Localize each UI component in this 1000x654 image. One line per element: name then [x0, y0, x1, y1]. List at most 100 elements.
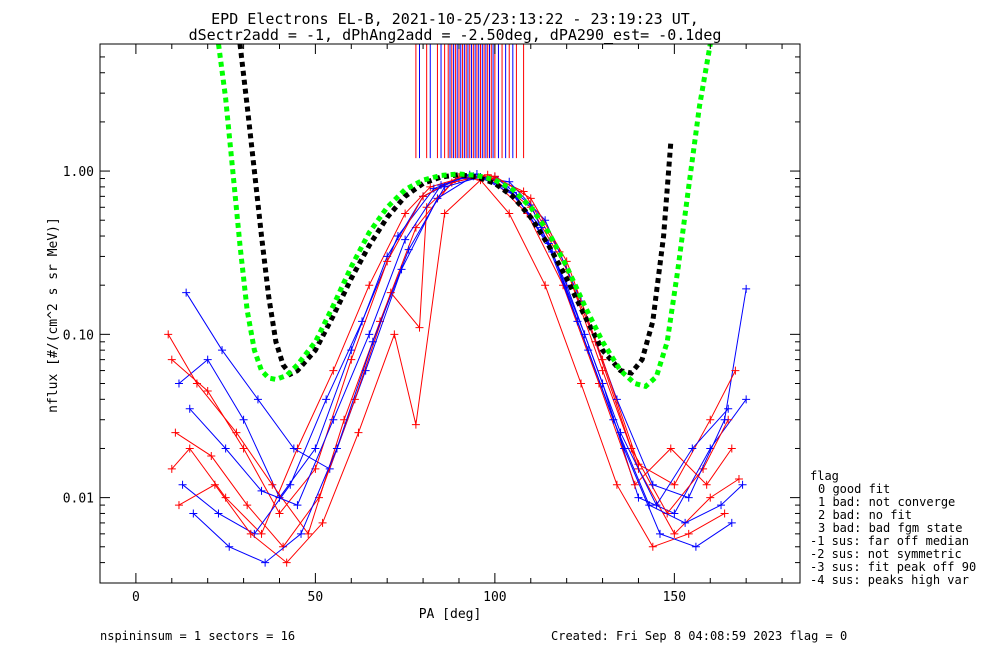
- data-point-0-6: [365, 281, 374, 290]
- data-point-3-14: [684, 493, 693, 502]
- legend-item-5: -2 sus: not symmetric: [810, 547, 962, 561]
- data-point-2-4: [304, 529, 313, 538]
- data-trace-7: [189, 173, 729, 507]
- data-point-8-14: [648, 542, 657, 551]
- chart-title-line1: EPD Electrons EL-B, 2021-10-25/23:13:22 …: [211, 10, 699, 28]
- data-point-3-9: [505, 177, 514, 186]
- data-point-7-5: [365, 330, 374, 339]
- data-point-3-16: [742, 284, 751, 293]
- data-point-8-13: [612, 480, 621, 489]
- data-point-3-15: [720, 415, 729, 424]
- data-point-6-3: [275, 509, 284, 518]
- data-point-4-15: [666, 444, 675, 453]
- data-point-9-3: [297, 529, 306, 538]
- data-point-0-16: [706, 493, 715, 502]
- data-point-7-4: [329, 415, 338, 424]
- data-point-6-5: [347, 355, 356, 364]
- data-point-8-5: [354, 428, 363, 437]
- data-trace-9: [192, 176, 733, 564]
- data-point-4-7: [415, 323, 424, 332]
- data-point-4-14: [630, 480, 639, 489]
- data-point-9-12: [620, 444, 629, 453]
- data-point-6-0: [167, 355, 176, 364]
- data-point-8-16: [720, 509, 729, 518]
- data-point-9-2: [261, 558, 270, 567]
- data-point-2-14: [663, 509, 672, 518]
- data-point-8-7: [411, 420, 420, 429]
- plot-frame: [99, 43, 801, 584]
- data-point-2-0: [164, 330, 173, 339]
- x-tick-label-1: 50: [308, 590, 324, 605]
- data-point-1-0: [174, 379, 183, 388]
- y-axis-label: nflux [#/(cm^2 s sr MeV)]: [46, 217, 61, 413]
- x-axis-label: PA [deg]: [419, 607, 482, 622]
- data-point-3-1: [218, 346, 227, 355]
- data-point-0-0: [167, 464, 176, 473]
- data-point-6-2: [239, 444, 248, 453]
- data-point-7-2: [257, 486, 266, 495]
- data-point-9-13: [656, 529, 664, 538]
- data-point-8-8: [440, 209, 449, 218]
- legend-item-1: 1 bad: not converge: [818, 495, 955, 509]
- data-point-8-2: [246, 529, 255, 538]
- data-point-7-13: [652, 501, 661, 510]
- data-point-4-16: [702, 480, 711, 489]
- data-point-0-17: [734, 475, 743, 484]
- data-point-0-3: [257, 529, 266, 538]
- data-point-8-10: [505, 209, 514, 218]
- chart-title-line2: dSectr2add = -1, dPhAng2add = -2.50deg, …: [189, 26, 722, 44]
- data-point-6-15: [706, 415, 715, 424]
- data-point-9-15: [727, 518, 736, 527]
- data-point-9-11: [584, 346, 593, 355]
- data-point-1-13: [634, 493, 643, 502]
- axes: 0 50 100 150 0.01 0.10 1.00: [63, 43, 800, 605]
- data-point-8-6: [390, 330, 399, 339]
- data-point-8-3: [282, 558, 291, 567]
- data-point-4-0: [171, 428, 180, 437]
- data-point-6-1: [203, 386, 212, 395]
- data-point-6-12: [598, 355, 607, 364]
- data-point-8-1: [210, 480, 219, 489]
- legend-item-4: -1 sus: far off median: [810, 534, 969, 548]
- x-tick-label-3: 150: [663, 590, 686, 605]
- data-point-4-3: [279, 542, 288, 551]
- data-point-5-0: [178, 480, 187, 489]
- legend-item-6: -3 sus: fit peak off 90: [810, 560, 976, 574]
- data-point-4-1: [207, 451, 216, 460]
- data-point-3-0: [182, 288, 191, 297]
- data-point-1-2: [239, 415, 248, 424]
- data-point-9-4: [332, 444, 341, 453]
- data-point-8-15: [684, 529, 693, 538]
- footer-left: nspininsum = 1 sectors = 16: [100, 629, 295, 643]
- data-point-3-7: [433, 194, 442, 203]
- data-point-3-13: [648, 480, 657, 489]
- data-point-6-16: [731, 366, 740, 375]
- data-point-8-11: [541, 281, 550, 290]
- data-point-3-3: [289, 444, 298, 453]
- y-tick-label-1: 0.10: [63, 328, 94, 343]
- data-trace-6: [171, 175, 736, 515]
- data-point-7-0: [185, 404, 194, 413]
- x-tick-label-0: 0: [132, 590, 140, 605]
- data-point-7-3: [293, 501, 302, 510]
- data-point-9-14: [691, 542, 700, 551]
- data-trace-1: [178, 176, 747, 515]
- data-point-9-5: [368, 337, 377, 346]
- data-point-9-6: [404, 245, 413, 254]
- data-point-5-15: [717, 501, 726, 510]
- data-point-7-14: [688, 444, 697, 453]
- legend-item-7: -4 sus: peaks high var: [810, 573, 969, 587]
- data-point-9-7: [440, 182, 449, 191]
- data-trace-5: [182, 174, 743, 535]
- data-point-1-16: [742, 395, 751, 404]
- data-point-0-8: [426, 182, 435, 191]
- x-tick-label-2: 100: [483, 590, 506, 605]
- legend-title: flag: [810, 469, 839, 483]
- legend: flag 0 good fit 1 bad: not converge 2 ba…: [810, 469, 976, 587]
- data-point-1-4: [311, 444, 320, 453]
- fit-curve-green: [216, 44, 713, 390]
- data-point-6-6: [383, 257, 392, 266]
- y-tick-label-0: 0.01: [63, 492, 94, 507]
- footer-right: Created: Fri Sep 8 04:08:59 2023 flag = …: [551, 629, 847, 643]
